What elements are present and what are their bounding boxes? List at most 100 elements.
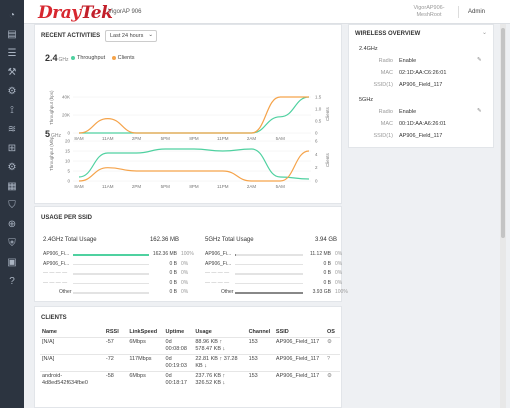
x-tick-label: 5PM bbox=[161, 136, 171, 141]
tools-icon[interactable]: ⚒ bbox=[7, 67, 17, 78]
y-tick-label: 0 bbox=[67, 131, 70, 136]
usage-percent: 0% bbox=[335, 279, 343, 286]
column-header[interactable]: Usage bbox=[195, 328, 212, 335]
ssid-usage-row: — — — — 0 B 0% bbox=[205, 270, 342, 278]
table-row[interactable]: [N/A] -72 117Mbps 0d 00:19:03 22.81 KB ↑ 37.2… bbox=[40, 353, 340, 371]
settings-icon[interactable]: ⚙ bbox=[7, 162, 17, 173]
usage-bar-track bbox=[73, 292, 149, 294]
help-icon[interactable]: ? bbox=[9, 276, 15, 287]
column-header[interactable]: Channel bbox=[248, 328, 271, 335]
series-line-throughput bbox=[78, 148, 310, 180]
column-header[interactable]: RSSI bbox=[105, 328, 119, 335]
apps-icon[interactable]: ▦ bbox=[7, 181, 17, 192]
usage-title: USAGE PER SSID bbox=[41, 215, 93, 221]
table-cell: 0d 00:18:17 bbox=[163, 370, 194, 388]
column-header[interactable]: OS bbox=[327, 328, 335, 335]
x-tick-label: 8AM bbox=[74, 136, 84, 141]
x-tick-label: 5AM bbox=[276, 136, 286, 141]
device-name: VigorAP906- MeshRoot bbox=[413, 5, 445, 18]
table-cell: -57 bbox=[103, 336, 128, 354]
table-cell: 6Mbps bbox=[127, 370, 164, 388]
ssid-usage-row: — — — — 0 B 0% bbox=[205, 279, 343, 288]
usage-value: 0 B bbox=[323, 270, 331, 276]
table-cell: AP906_Field_117 bbox=[273, 370, 326, 388]
clients-card: CLIENTS Name RSSI LinkSpeed Uptime Usage Chan… bbox=[34, 306, 342, 408]
usage-percent: 100% bbox=[335, 289, 348, 295]
ssid-name: — — — — bbox=[205, 279, 230, 286]
usage-bar-track bbox=[73, 273, 149, 275]
column-header[interactable]: LinkSpeed bbox=[129, 328, 158, 335]
y-right-axis-label: Clients bbox=[325, 106, 330, 121]
x-tick-label: 11AM bbox=[102, 184, 114, 189]
legend-throughput[interactable]: Throughput bbox=[71, 55, 105, 61]
y-axis-label: Throughput (Mbps) bbox=[49, 137, 54, 171]
table-cell: [N/A] bbox=[40, 353, 104, 371]
usage-value: 11.12 MB bbox=[309, 251, 331, 257]
usage-bar-track bbox=[73, 263, 149, 265]
usage-value: 162.36 MB bbox=[152, 251, 177, 257]
column-header[interactable]: Uptime bbox=[165, 328, 185, 335]
shield-icon[interactable]: ⛉ bbox=[8, 200, 16, 211]
network-icon[interactable]: ⊞ bbox=[7, 143, 17, 154]
wifi-icon[interactable]: ≋ bbox=[7, 124, 17, 135]
ssid-usage-row: Other 0 B 0% bbox=[43, 289, 193, 297]
y-tick-label: 15 bbox=[65, 149, 71, 154]
table-cell: 153 bbox=[246, 353, 274, 371]
y-right-tick-label: 0 bbox=[315, 179, 318, 184]
legend-clients[interactable]: Clients bbox=[111, 55, 134, 61]
clients-table: Name RSSI LinkSpeed Uptime Usage Channel SSID O… bbox=[40, 327, 340, 388]
table-row[interactable]: android- 4d8ed542f634fbe0 -58 6Mbps 0d 00:18:… bbox=[40, 370, 340, 388]
x-tick-label: 11PM bbox=[217, 136, 229, 141]
wireless-overview-card: WIRELESS OVERVIEW ⌄ 2.4GHz Radio Enable ✎… bbox=[348, 24, 494, 148]
globe-icon[interactable]: ⊕ bbox=[7, 219, 17, 230]
storage-icon[interactable]: ▣ bbox=[7, 257, 17, 268]
y-right-tick-label: 6 bbox=[315, 139, 318, 144]
time-range-select[interactable]: Last 24 hours ⌄ bbox=[105, 30, 157, 42]
model-name: VigorAP 906 bbox=[108, 9, 142, 15]
x-tick-label: 5AM bbox=[276, 184, 286, 189]
usage-percent: 0% bbox=[335, 260, 343, 267]
y-right-tick-label: 1.5 bbox=[315, 95, 322, 100]
wrench-icon[interactable]: ⚙ bbox=[7, 86, 17, 97]
ssid-name: — — — — bbox=[43, 270, 68, 276]
ssid-name: Other bbox=[59, 289, 72, 295]
ssid-usage-row: AP906_Fi... 162.36 MB 100% bbox=[43, 251, 194, 259]
column-header[interactable]: SSID bbox=[275, 328, 289, 335]
table-cell: 0d 00:08:08 bbox=[163, 336, 194, 354]
x-tick-label: 8AM bbox=[74, 184, 84, 189]
user-menu[interactable]: Admin bbox=[468, 9, 486, 15]
y-right-tick-label: 2 bbox=[315, 165, 318, 170]
table-cell: 153 bbox=[246, 336, 274, 354]
menu-icon[interactable]: ☰ bbox=[7, 48, 17, 59]
band-5-label: 5GHz bbox=[45, 129, 62, 139]
ssid-name: — — — — bbox=[43, 279, 68, 286]
ssid-name: — — — — bbox=[205, 270, 230, 276]
scrollbar-thumb[interactable] bbox=[501, 28, 505, 238]
mesh-icon[interactable]: ⟟ bbox=[10, 105, 14, 116]
y-tick-label: 10 bbox=[65, 159, 71, 164]
x-tick-label: 8PM bbox=[189, 184, 199, 189]
sidebar: ◔ ▤ ☰ ⚒ ⚙ ⟟ ≋ ⊞ ⚙ ▦ ⛉ ⊕ ⛨ ▣? bbox=[0, 0, 24, 408]
table-row[interactable]: [N/A] -57 6Mbps 0d 00:08:08 88.96 KB ↑ 578.47 … bbox=[40, 336, 340, 354]
edit-icon[interactable]: ✎ bbox=[477, 108, 482, 114]
shield-check-icon[interactable]: ⛨ bbox=[8, 238, 16, 249]
draytek-logo[interactable]: DrayTek bbox=[38, 3, 113, 23]
edit-icon[interactable]: ✎ bbox=[477, 57, 482, 63]
x-tick-label: 2PM bbox=[132, 184, 142, 189]
scrollbar[interactable] bbox=[500, 24, 506, 408]
usage-percent: 0% bbox=[181, 289, 189, 295]
wireless-icon[interactable]: ▤ bbox=[7, 29, 17, 40]
usage-value: 0 B bbox=[169, 289, 177, 295]
usage-5-total: 5GHz Total Usage 3.94 GB bbox=[205, 237, 337, 243]
usage-value: 0 B bbox=[169, 279, 177, 286]
chevron-down-icon[interactable]: ⌄ bbox=[481, 30, 487, 36]
dashboard-icon[interactable]: ◔ bbox=[8, 10, 16, 21]
os-icon: ⚙ bbox=[325, 336, 340, 354]
table-cell: 0d 00:19:03 bbox=[163, 353, 194, 371]
x-tick-label: 11AM bbox=[102, 136, 114, 141]
chevron-down-icon: ⌄ bbox=[148, 32, 153, 38]
x-tick-label: 11PM bbox=[217, 184, 229, 189]
column-header[interactable]: Name bbox=[42, 328, 57, 335]
y-tick-label: 0 bbox=[67, 179, 70, 184]
ssid-name: AP906_Fi... bbox=[43, 251, 70, 257]
